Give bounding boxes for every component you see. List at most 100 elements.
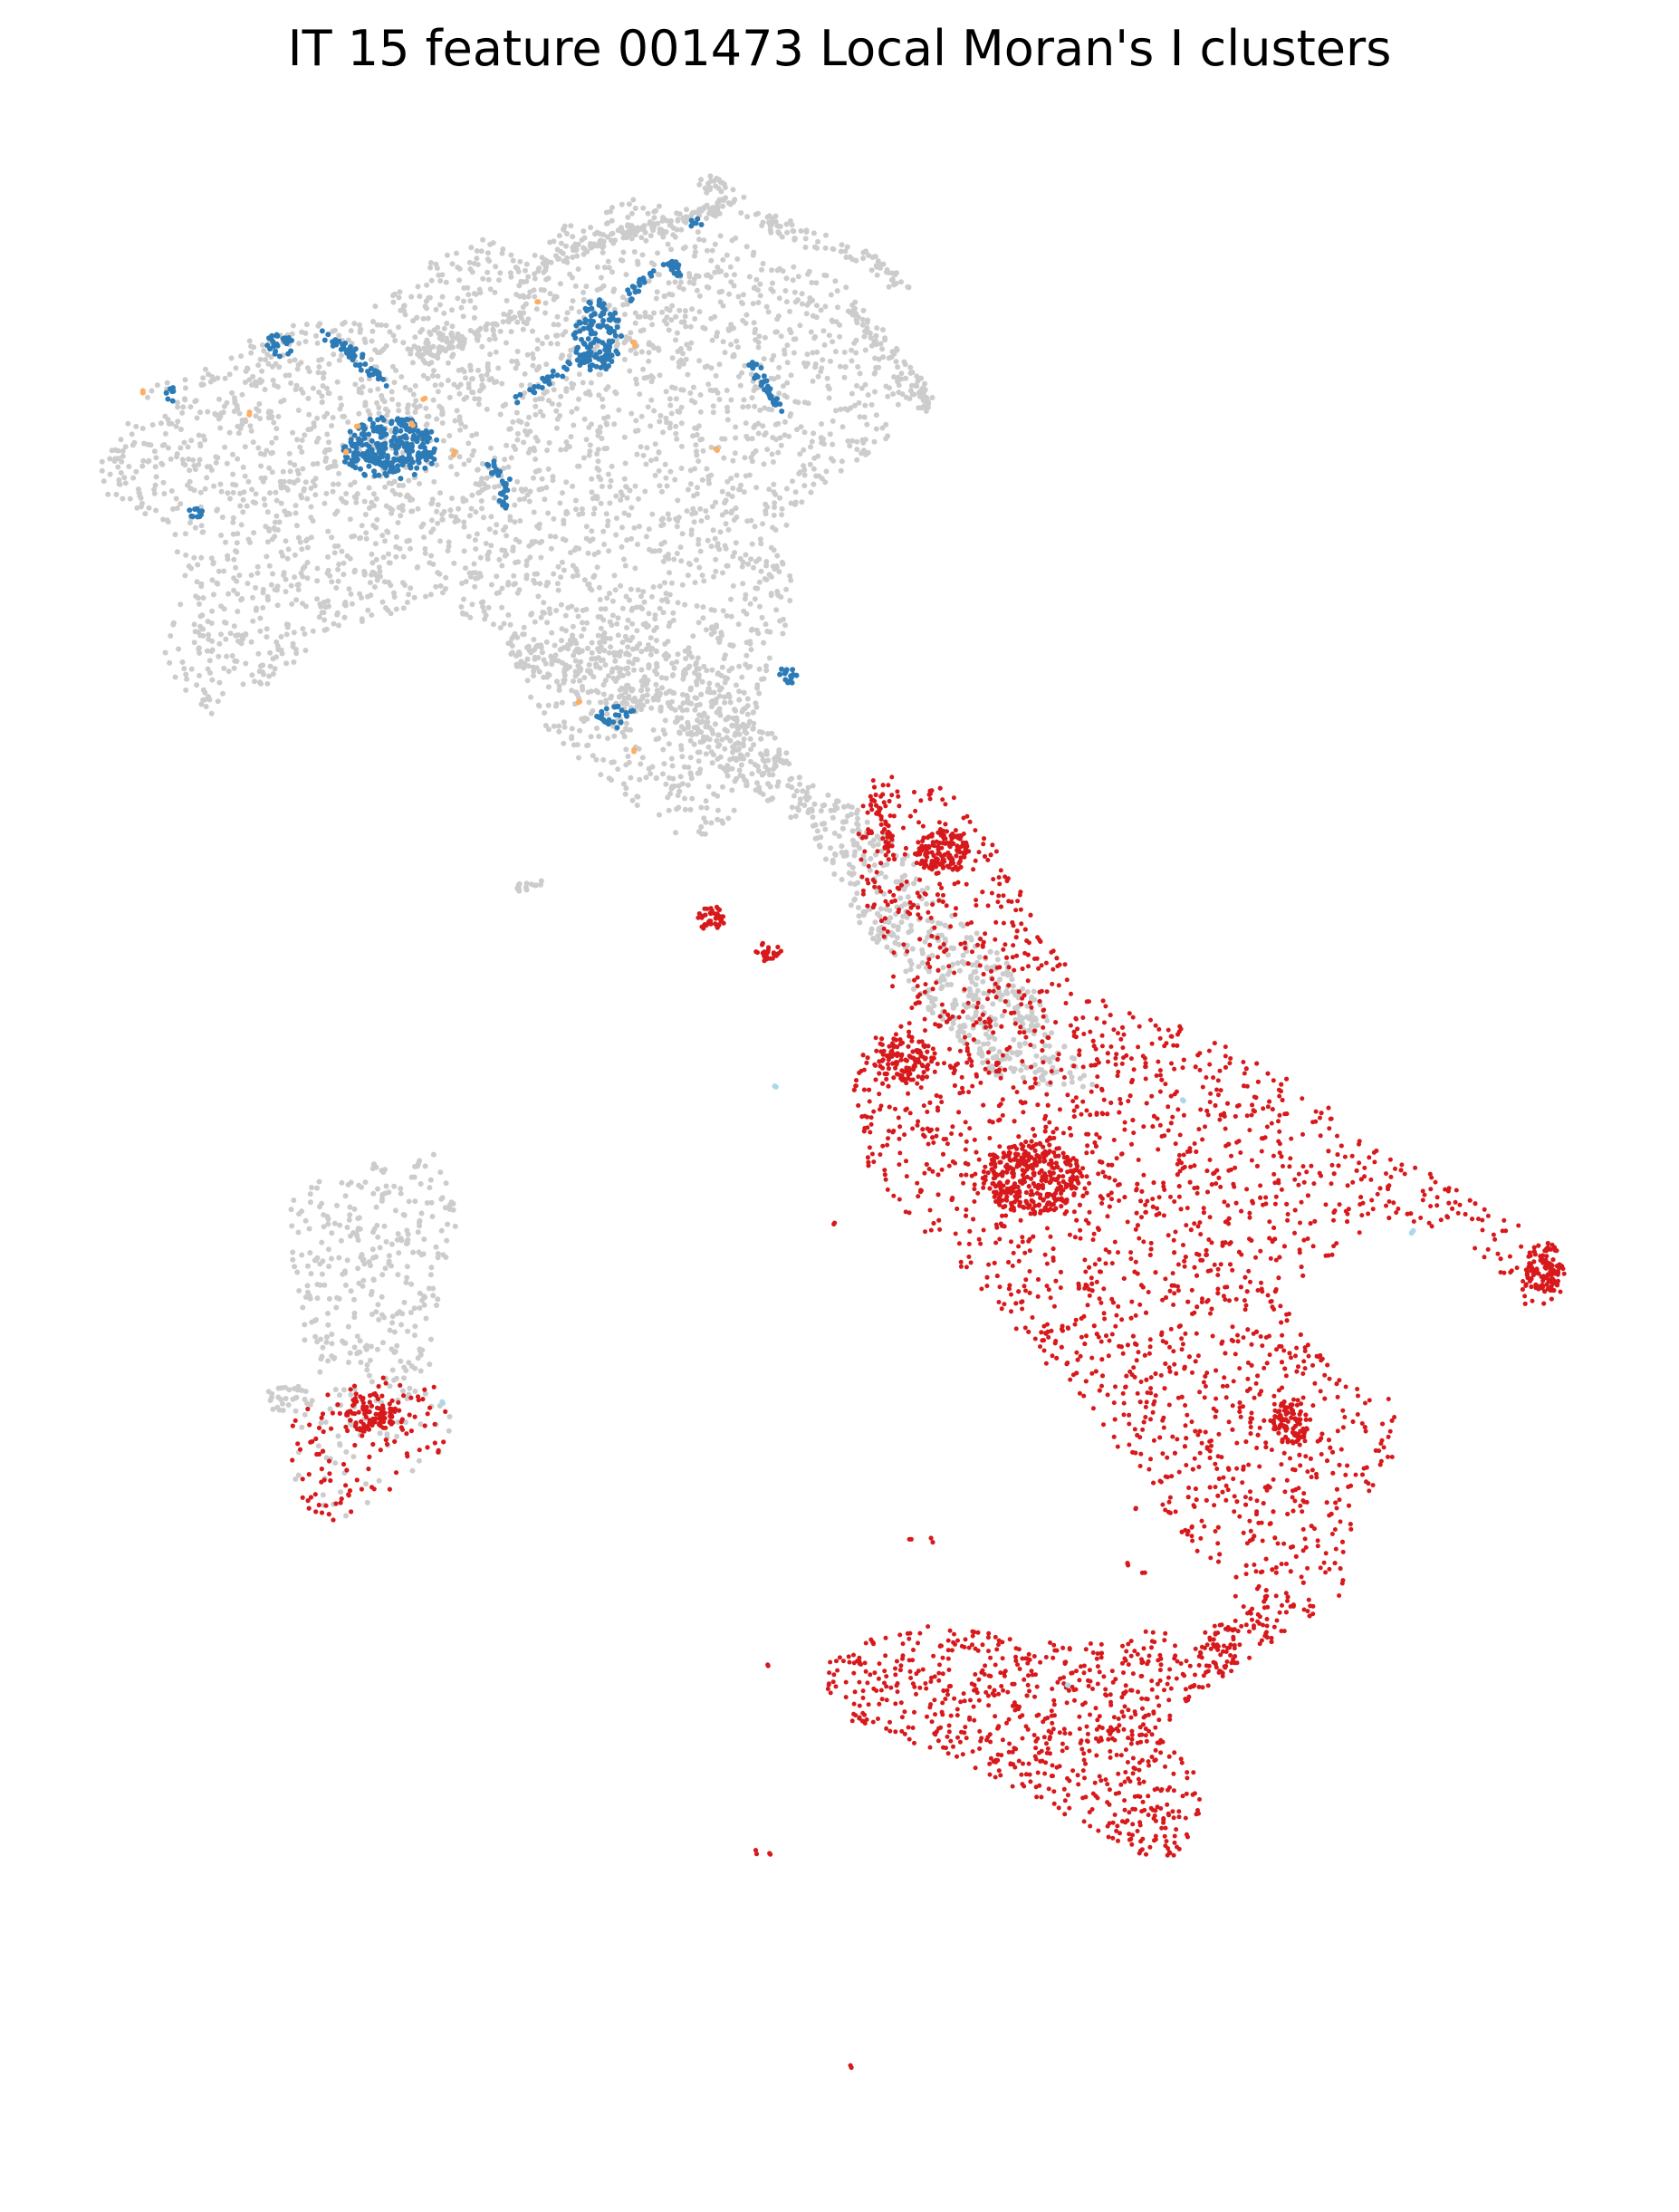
map-point bbox=[758, 541, 764, 547]
map-point bbox=[527, 554, 533, 561]
map-point bbox=[868, 856, 874, 861]
map-point bbox=[906, 977, 912, 984]
map-point bbox=[588, 225, 594, 231]
map-point bbox=[408, 545, 413, 552]
map-point bbox=[349, 601, 355, 607]
map-point bbox=[343, 491, 350, 496]
map-point bbox=[370, 1255, 377, 1261]
map-point bbox=[585, 645, 590, 651]
map-point bbox=[678, 319, 685, 325]
map-point bbox=[603, 420, 609, 427]
map-point bbox=[720, 570, 725, 576]
map-point bbox=[1023, 1064, 1030, 1071]
map-point bbox=[310, 628, 316, 634]
map-point bbox=[375, 1234, 381, 1240]
map-point bbox=[436, 350, 442, 355]
map-point bbox=[830, 814, 836, 821]
map-point bbox=[234, 578, 240, 584]
map-point bbox=[669, 698, 675, 705]
map-point bbox=[644, 624, 650, 630]
map-point bbox=[345, 337, 351, 343]
map-point bbox=[318, 1419, 324, 1426]
map-point bbox=[627, 368, 633, 374]
map-point bbox=[600, 243, 607, 249]
map-point bbox=[532, 271, 538, 277]
map-point bbox=[636, 702, 642, 708]
map-point bbox=[549, 630, 555, 636]
map-point bbox=[868, 401, 875, 408]
map-point bbox=[446, 1414, 453, 1419]
map-point bbox=[621, 556, 627, 563]
map-point bbox=[678, 443, 685, 449]
map-point bbox=[556, 233, 562, 239]
map-point bbox=[724, 612, 730, 619]
map-point bbox=[739, 563, 745, 570]
map-point bbox=[629, 660, 636, 667]
map-point bbox=[339, 402, 344, 409]
map-point bbox=[331, 351, 337, 358]
map-point bbox=[455, 295, 461, 302]
map-point bbox=[496, 556, 503, 563]
map-point bbox=[340, 1338, 345, 1344]
map-point bbox=[398, 1190, 404, 1197]
map-point bbox=[600, 528, 607, 534]
map-point bbox=[329, 1332, 335, 1337]
map-point bbox=[975, 1039, 982, 1045]
map-point bbox=[724, 563, 730, 569]
map-point bbox=[552, 295, 557, 302]
map-point bbox=[756, 666, 763, 672]
map-point bbox=[665, 241, 671, 247]
map-point bbox=[533, 665, 540, 671]
map-point bbox=[551, 723, 557, 729]
map-point bbox=[865, 392, 871, 398]
map-point bbox=[496, 483, 503, 489]
map-point bbox=[686, 561, 692, 566]
map-point bbox=[316, 364, 322, 370]
map-point bbox=[596, 584, 602, 591]
map-point bbox=[335, 481, 341, 487]
map-point bbox=[379, 322, 385, 328]
map-point bbox=[792, 289, 798, 295]
map-point bbox=[1032, 1017, 1039, 1023]
map-point bbox=[531, 637, 537, 642]
map-point bbox=[723, 509, 729, 515]
map-point bbox=[276, 364, 283, 370]
map-point bbox=[783, 221, 790, 227]
map-point bbox=[542, 496, 548, 503]
map-point bbox=[734, 472, 740, 478]
map-point bbox=[577, 727, 583, 734]
map-point bbox=[317, 1369, 323, 1375]
map-point bbox=[595, 689, 601, 696]
map-point bbox=[676, 788, 683, 794]
map-point bbox=[197, 613, 204, 620]
map-point bbox=[376, 564, 382, 571]
map-point bbox=[516, 283, 523, 289]
map-point bbox=[505, 582, 511, 588]
map-point bbox=[567, 271, 573, 277]
map-point bbox=[809, 806, 815, 813]
map-point bbox=[898, 919, 905, 926]
map-point bbox=[347, 1350, 353, 1356]
map-point bbox=[227, 495, 233, 502]
map-point bbox=[392, 1207, 398, 1214]
map-point bbox=[631, 524, 638, 531]
map-point bbox=[716, 637, 723, 643]
map-point bbox=[208, 710, 215, 716]
map-point bbox=[667, 570, 672, 576]
map-point bbox=[141, 440, 148, 447]
map-point bbox=[740, 404, 746, 410]
map-point bbox=[662, 461, 668, 467]
map-point bbox=[602, 678, 609, 684]
map-point bbox=[696, 749, 703, 755]
map-point bbox=[775, 374, 782, 380]
map-point bbox=[793, 788, 800, 794]
map-point bbox=[375, 1186, 380, 1192]
map-point bbox=[884, 944, 890, 950]
map-point bbox=[634, 643, 640, 649]
map-point bbox=[297, 539, 303, 545]
map-point bbox=[307, 1199, 313, 1206]
map-point bbox=[250, 439, 256, 446]
map-point bbox=[722, 694, 727, 700]
map-point bbox=[679, 582, 686, 588]
map-point bbox=[257, 416, 264, 422]
